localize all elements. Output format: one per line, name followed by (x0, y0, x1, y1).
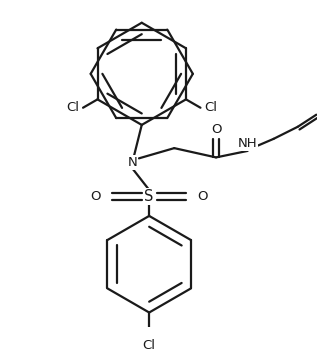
Text: N: N (128, 155, 137, 168)
Text: Cl: Cl (143, 338, 156, 351)
Text: O: O (197, 190, 208, 203)
Text: Cl: Cl (66, 101, 79, 114)
Text: S: S (144, 189, 154, 204)
Text: NH: NH (238, 137, 257, 150)
Text: O: O (211, 123, 221, 136)
Text: O: O (90, 190, 101, 203)
Text: Cl: Cl (204, 101, 217, 114)
